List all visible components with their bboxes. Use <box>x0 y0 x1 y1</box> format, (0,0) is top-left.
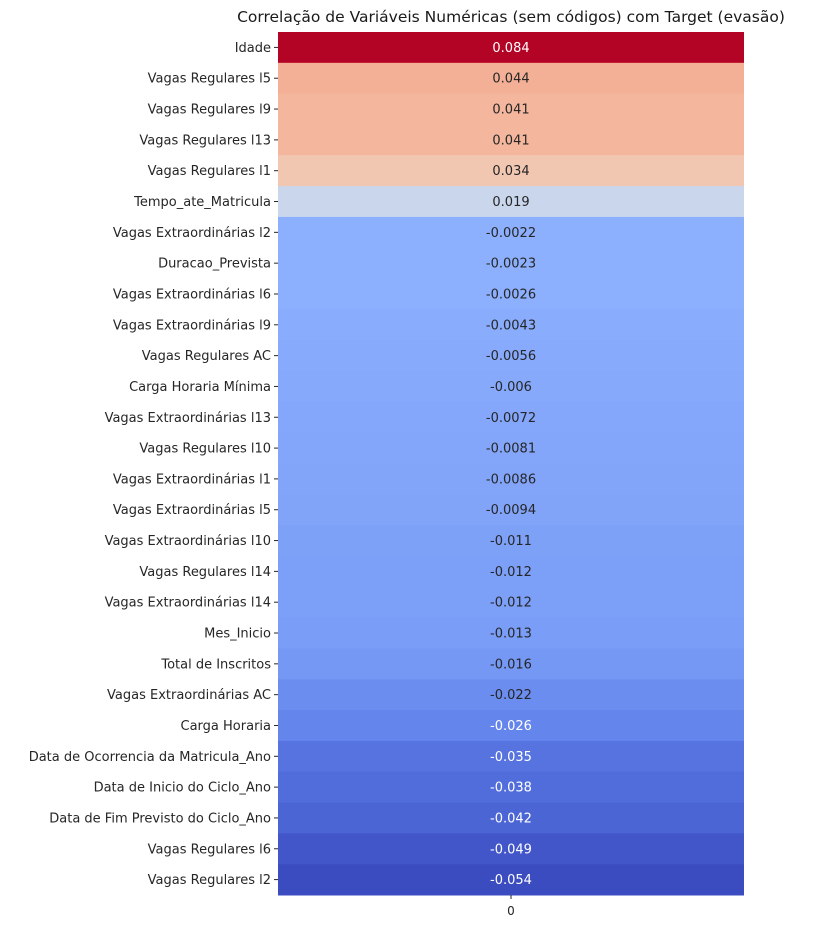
chart-title: Correlação de Variáveis Numéricas (sem c… <box>237 8 785 26</box>
heatmap-cell <box>278 679 744 711</box>
cell-value-label: -0.0022 <box>486 226 536 241</box>
heatmap-cell <box>278 247 744 280</box>
cell-value-label: 0.041 <box>492 133 529 148</box>
cell-value-label: -0.016 <box>490 657 532 672</box>
y-tick-label: Vagas Extraordinárias l9 <box>113 318 271 333</box>
y-tick-label: Vagas Regulares l10 <box>139 442 271 457</box>
cell-value-label: -0.0056 <box>486 349 536 364</box>
cell-value-label: -0.0026 <box>486 287 536 302</box>
heatmap-cell <box>278 401 744 434</box>
cell-value-label: 0.044 <box>492 72 529 87</box>
heatmap-cell <box>278 740 744 773</box>
cell-value-label: -0.0086 <box>486 472 536 487</box>
heatmap-cell <box>278 463 744 495</box>
heatmap-cell <box>278 124 744 156</box>
y-tick-label: Vagas Extraordinárias l6 <box>113 287 271 302</box>
heatmap-cell <box>278 186 744 218</box>
cell-value-label: 0.019 <box>492 195 529 210</box>
y-tick-label: Vagas Regulares AC <box>142 349 271 364</box>
cell-value-label: -0.054 <box>490 873 532 888</box>
y-tick-label: Vagas Regulares l14 <box>139 565 271 580</box>
heatmap-cell <box>278 278 744 310</box>
heatmap-cell <box>278 648 744 680</box>
y-tick-label: Mes_Inicio <box>204 627 271 642</box>
heatmap-cell <box>278 371 744 403</box>
heatmap-cell <box>278 864 744 896</box>
y-tick-label: Duracao_Prevista <box>158 257 271 272</box>
heatmap-cell <box>278 32 744 64</box>
cell-value-label: 0.034 <box>492 164 529 179</box>
cell-value-label: -0.0081 <box>486 442 536 457</box>
heatmap-cell <box>278 555 744 588</box>
cell-value-label: -0.011 <box>490 534 532 549</box>
y-tick-label: Total de Inscritos <box>160 657 271 672</box>
y-tick-label: Vagas Extraordinárias AC <box>107 688 271 703</box>
y-tick-label: Data de Ocorrencia da Matricula_Ano <box>29 750 271 765</box>
heatmap-cell <box>278 771 744 804</box>
y-tick-label: Vagas Extraordinárias l2 <box>113 226 271 241</box>
heatmap-cell <box>278 802 744 834</box>
y-tick-label: Vagas Extraordinárias l1 <box>113 472 271 487</box>
heatmap-cell <box>278 432 744 464</box>
y-tick-label: Vagas Regulares l6 <box>148 842 271 857</box>
heatmap-cell <box>278 833 744 865</box>
y-tick-label: Idade <box>235 41 271 56</box>
y-tick-label: Vagas Regulares l13 <box>139 133 271 148</box>
y-tick-label: Vagas Regulares l5 <box>148 72 271 87</box>
heatmap-cell <box>278 309 744 341</box>
cell-value-label: 0.084 <box>492 41 529 56</box>
y-tick-label: Vagas Extraordinárias l10 <box>105 534 271 549</box>
y-tick-label: Vagas Regulares l2 <box>148 873 271 888</box>
y-tick-label: Vagas Regulares l1 <box>148 164 271 179</box>
y-tick-label: Vagas Extraordinárias l14 <box>105 596 271 611</box>
y-tick-label: Vagas Regulares l9 <box>148 103 271 118</box>
cell-value-label: -0.012 <box>490 596 532 611</box>
x-tick-label: 0 <box>507 904 515 918</box>
cell-value-label: -0.006 <box>490 380 532 395</box>
cell-value-label: -0.0072 <box>486 411 536 426</box>
cell-value-label: -0.026 <box>490 719 532 734</box>
heatmap-cell <box>278 62 744 95</box>
heatmap-cell <box>278 525 744 557</box>
cell-value-label: 0.041 <box>492 103 529 118</box>
y-tick-label: Tempo_ate_Matricula <box>133 195 271 210</box>
cell-value-label: -0.013 <box>490 627 532 642</box>
y-tick-label: Carga Horaria Mínima <box>129 380 271 395</box>
cell-value-label: -0.049 <box>490 842 532 857</box>
cell-value-label: -0.0043 <box>486 318 536 333</box>
x-axis: 0 <box>507 895 515 918</box>
y-tick-label: Data de Fim Previsto do Ciclo_Ano <box>49 811 271 826</box>
heatmap-rows: 0.084 Idade 0.044 Vagas Regulares l5 0.041 Va… <box>29 32 744 896</box>
heatmap-cell <box>278 710 744 742</box>
cell-value-label: -0.012 <box>490 565 532 580</box>
y-tick-label: Carga Horaria <box>181 719 271 734</box>
cell-value-label: -0.0023 <box>486 257 536 272</box>
heatmap-cell <box>278 93 744 125</box>
cell-value-label: -0.038 <box>490 781 532 796</box>
y-tick-label: Vagas Extraordinárias l13 <box>105 411 271 426</box>
y-tick-label: Data de Inicio do Ciclo_Ano <box>94 781 271 796</box>
y-tick-label: Vagas Extraordinárias l5 <box>113 503 271 518</box>
heatmap-cell <box>278 617 744 649</box>
heatmap-cell <box>278 155 744 187</box>
cell-value-label: -0.022 <box>490 688 532 703</box>
cell-value-label: -0.042 <box>490 811 532 826</box>
heatmap-cell <box>278 340 744 372</box>
heatmap-cell <box>278 586 744 619</box>
cell-value-label: -0.0094 <box>486 503 536 518</box>
cell-value-label: -0.035 <box>490 750 532 765</box>
heatmap-cell <box>278 494 744 526</box>
heatmap-cell <box>278 216 744 249</box>
